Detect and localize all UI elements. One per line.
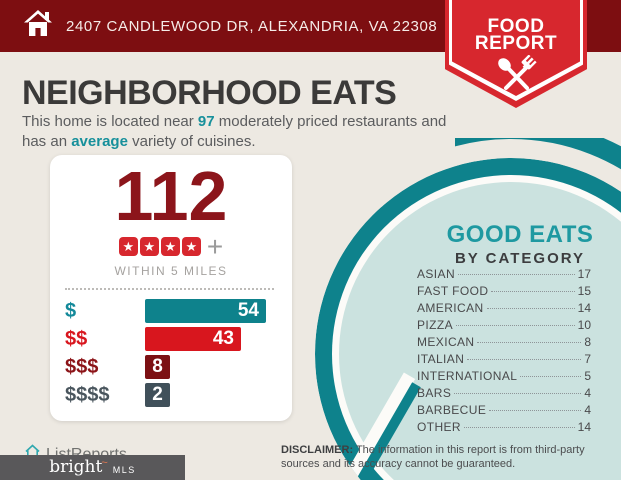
property-address: 2407 CANDLEWOOD DR, ALEXANDRIA, VA 22308 [66, 17, 438, 35]
star-rating: ★ ★ ★ ★ + [50, 231, 292, 262]
disclaimer-label: DISCLAIMER: [281, 444, 354, 456]
category-row: MEXICAN 8 [417, 335, 591, 352]
dotted-divider [65, 288, 274, 290]
total-restaurant-count: 112 [114, 157, 228, 235]
category-count: 7 [584, 352, 591, 366]
category-row: ITALIAN 7 [417, 352, 591, 369]
category-count: 10 [577, 318, 591, 332]
category-name: FAST FOOD [417, 284, 489, 298]
category-list: ASIAN 17 FAST FOOD 15 AMERICAN 14 PIZZA 10 MEXIC… [417, 267, 591, 437]
mls-wordmark: MLS [112, 464, 136, 475]
dotted-leader [454, 393, 582, 394]
category-name: ASIAN [417, 267, 456, 281]
category-name: AMERICAN [417, 301, 484, 315]
category-count: 8 [584, 335, 591, 349]
category-name: BARS [417, 386, 452, 400]
bright-wordmark: bright [49, 457, 103, 477]
category-count: 14 [577, 301, 591, 315]
bright-mls-logo: bright ~ MLS [0, 455, 185, 480]
category-count: 4 [584, 386, 591, 400]
restaurant-count: 97 [197, 113, 215, 130]
good-eats-title: GOOD EATS [446, 221, 594, 248]
category-count: 15 [577, 284, 591, 298]
category-count: 17 [577, 267, 591, 281]
category-row: INTERNATIONAL 5 [417, 369, 591, 386]
variety-emphasis: average [71, 133, 128, 150]
good-eats-heading: GOOD EATS BY CATEGORY [426, 221, 614, 267]
food-report-badge: FOOD REPORT [445, 0, 587, 108]
category-row: ASIAN 17 [417, 267, 591, 284]
house-icon [23, 9, 53, 43]
price-level-label: $ [65, 300, 77, 322]
category-name: ITALIAN [417, 352, 465, 366]
star-icon: ★ [118, 237, 138, 256]
dotted-leader [456, 325, 575, 326]
badge-title-line1: FOOD [487, 16, 545, 37]
category-row: BARS 4 [417, 386, 591, 403]
good-eats-subtitle: BY CATEGORY [454, 250, 586, 267]
dotted-leader [489, 410, 582, 411]
price-bar-row: $$ 43 [65, 327, 276, 351]
price-bar-row: $54 [65, 299, 276, 323]
price-bar-row: $$$$ 2 [65, 383, 276, 407]
category-name: PIZZA [417, 318, 454, 332]
price-level-label: $$ [65, 328, 88, 350]
price-level-label: $$$ [65, 356, 99, 378]
dotted-leader [467, 359, 582, 360]
disclaimer: DISCLAIMER: The information in this repo… [281, 443, 603, 471]
price-bar-row: $$$ 8 [65, 355, 276, 379]
star-rating-boxes: ★ ★ ★ ★ [118, 237, 201, 256]
category-row: PIZZA 10 [417, 318, 591, 335]
category-name: INTERNATIONAL [417, 369, 518, 383]
category-name: BARBECUE [417, 403, 487, 417]
category-count: 14 [577, 420, 591, 434]
outer-arc-decoration [455, 138, 621, 184]
badge-title-line2: REPORT [474, 33, 558, 54]
intro-paragraph: This home is located near 97 moderately … [22, 112, 458, 152]
star-icon: ★ [181, 237, 201, 256]
radius-caption: WITHIN 5 MILES [114, 264, 228, 278]
dotted-leader [458, 274, 575, 275]
crossed-utensils-icon [493, 54, 539, 100]
price-bar-chart: $54 $$ 43 $$$ 8 $$$$ 2 [50, 299, 292, 407]
dotted-leader [520, 376, 582, 377]
category-name: MEXICAN [417, 335, 475, 349]
category-count: 4 [584, 403, 591, 417]
price-bar: 54 [145, 299, 266, 323]
category-name: OTHER [417, 420, 461, 434]
category-row: AMERICAN 14 [417, 301, 591, 318]
star-icon: ★ [160, 237, 180, 256]
intro-text-2: moderately priced restaurants and has an [22, 113, 447, 150]
stats-card: 112 ★ ★ ★ ★ + WITHIN 5 MILES $54 $$ 43 $$$ 8 $$$… [50, 155, 292, 421]
intro-text-3: variety of cuisines. [127, 133, 256, 150]
category-row: OTHER 14 [417, 420, 591, 437]
dotted-leader [464, 427, 575, 428]
dotted-leader [486, 308, 575, 309]
disclaimer-text: The information in this report is from t… [281, 444, 585, 470]
category-count: 5 [584, 369, 591, 383]
price-bar: 43 [145, 327, 241, 351]
bright-accent-mark: ~ [101, 457, 108, 469]
plus-sign: + [206, 231, 224, 262]
category-row: FAST FOOD 15 [417, 284, 591, 301]
star-icon: ★ [139, 237, 159, 256]
price-level-label: $$$$ [65, 384, 110, 406]
dotted-leader [477, 342, 582, 343]
category-row: BARBECUE 4 [417, 403, 591, 420]
price-bar: 8 [145, 355, 170, 379]
intro-text-1: This home is located near [22, 113, 198, 130]
page-title: NEIGHBORHOOD EATS [22, 74, 397, 112]
price-bar: 2 [145, 383, 170, 407]
badge-title: FOOD REPORT [445, 16, 587, 54]
dotted-leader [491, 291, 575, 292]
good-eats-circle [315, 158, 621, 480]
